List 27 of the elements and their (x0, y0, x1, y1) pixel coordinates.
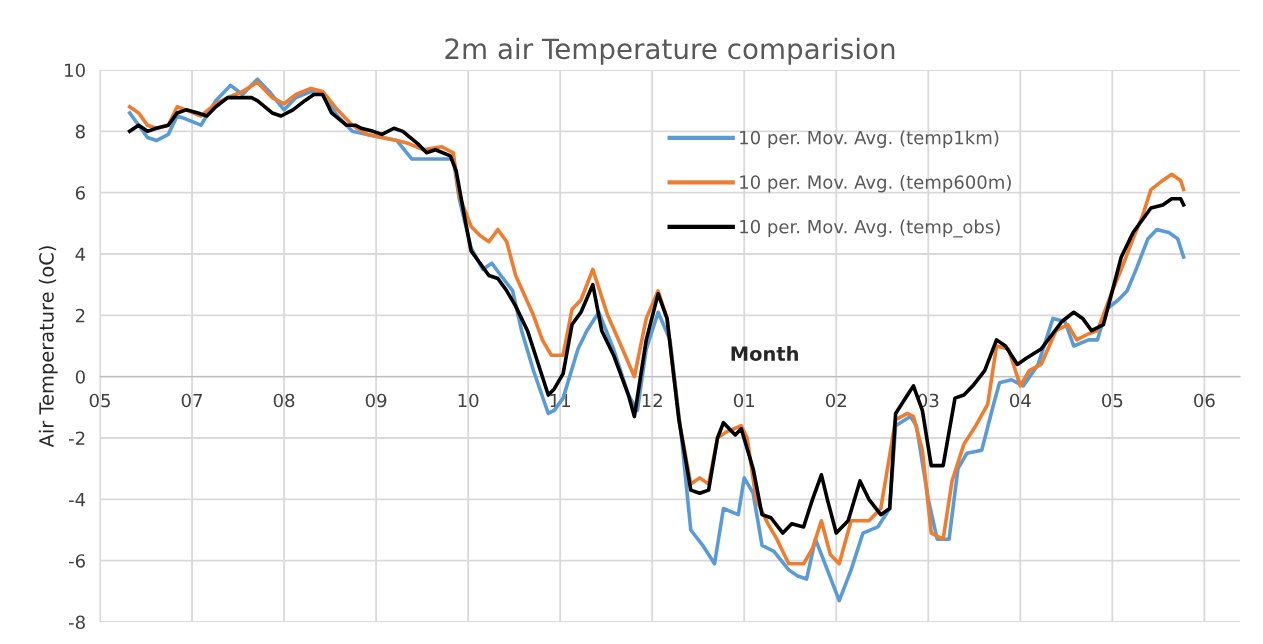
y-tick-label: -2 (68, 431, 85, 445)
y-axis-title: Air Temperature (oC) (38, 246, 58, 448)
y-tick-label: -4 (68, 493, 86, 507)
x-tick-label: 07 (181, 393, 202, 408)
y-tick-label: 2 (75, 308, 85, 323)
x-tick-label: 04 (1010, 393, 1031, 408)
legend-label: 10 per. Mov. Avg. (temp_obs) (740, 219, 1000, 238)
x-tick-label: 02 (825, 393, 846, 408)
x-tick-label: 08 (273, 393, 295, 408)
y-tick-label: 10 (65, 63, 85, 78)
x-tick-label: 09 (365, 393, 387, 408)
y-tick-label: 4 (75, 247, 86, 261)
chart-title: 2m air Temperature comparision (445, 37, 895, 65)
y-tick-label: -6 (68, 554, 85, 568)
legend-label: 10 per. Mov. Avg. (temp600m) (740, 174, 1011, 193)
legend-label: 10 per. Mov. Avg. (temp1km) (740, 130, 999, 148)
y-tick-label: 0 (75, 370, 85, 384)
x-tick-label: 06 (1194, 393, 1215, 408)
x-tick-label: 12 (642, 393, 662, 408)
x-tick-label: 05 (1102, 393, 1123, 408)
x-axis-title: Month (731, 346, 798, 362)
x-tick-label: 05 (89, 393, 110, 408)
y-tick-label: 8 (75, 124, 85, 139)
y-tick-label: 6 (75, 186, 85, 200)
x-tick-label: 10 (458, 393, 479, 408)
y-tick-label: -8 (68, 615, 85, 630)
x-tick-label: 01 (733, 393, 755, 408)
